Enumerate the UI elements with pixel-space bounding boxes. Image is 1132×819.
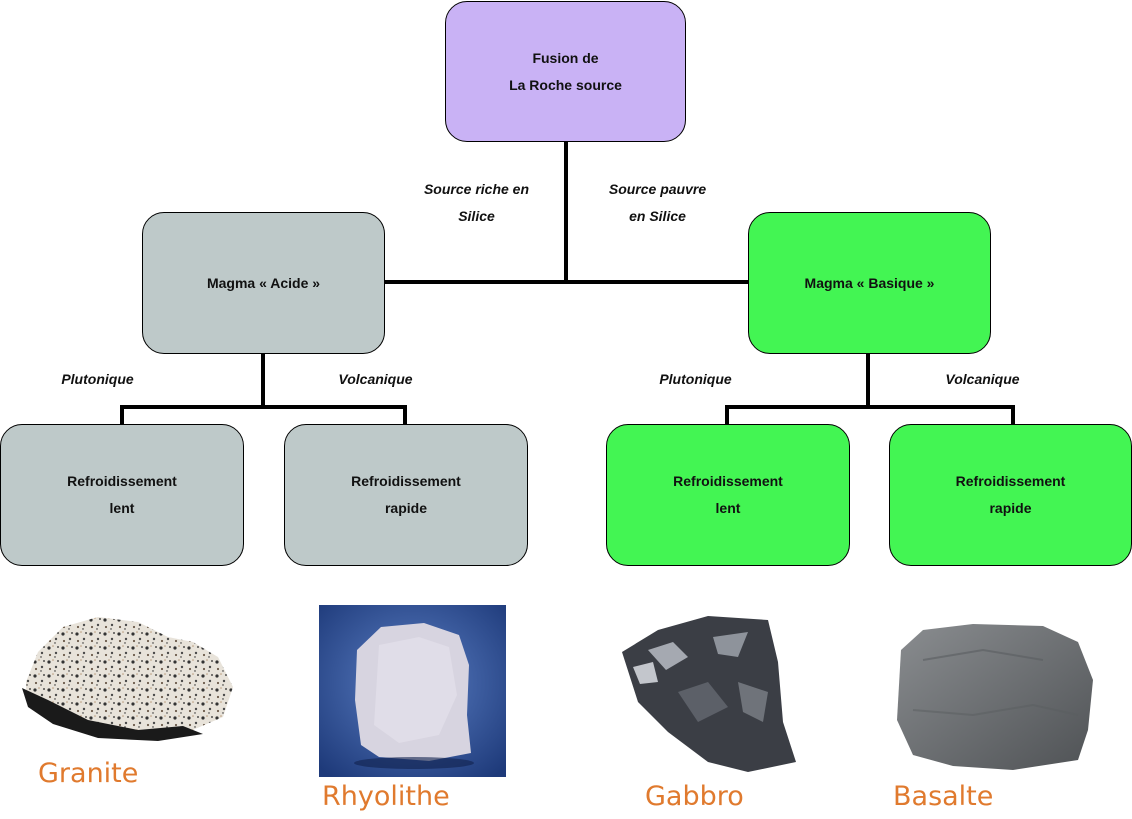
basic-slow-line2: lent [715,500,741,516]
granite-label: Granite [38,758,139,789]
silica-poor-line2: en Silice [629,208,686,224]
connector-basic-left-down [725,405,729,425]
basic-volcanic-label: Volcanique [945,371,1020,387]
connector-basic-horizontal [725,405,1015,409]
connector-acid-horizontal [120,405,407,409]
basic-fast-line2: rapide [989,500,1032,516]
source-rock-melting-node: Fusion de La Roche source [445,1,686,142]
basic-fast-cooling-node: Refroidissement rapide [889,424,1132,566]
basalt-rock-image [897,624,1093,770]
acid-volcanic-label: Volcanique [338,371,413,387]
rhyolite-label: Rhyolithe [322,781,450,812]
basalt-label: Basalte [893,781,994,812]
acid-magma-label: Magma « Acide » [206,274,321,291]
acid-slow-line2: lent [109,500,135,516]
basic-plutonic-label: Plutonique [659,371,732,387]
basic-magma-node: Magma « Basique » [748,212,991,354]
granite-rock-image [22,617,233,741]
gabbro-label: Gabbro [645,781,744,812]
basic-fast-line1: Refroidissement [955,473,1066,489]
silica-rich-line2: Silice [458,208,495,224]
acid-fast-cooling-node: Refroidissement rapide [284,424,528,566]
acid-fast-line1: Refroidissement [351,473,461,489]
source-node-line1: Fusion de [532,49,599,66]
acid-magma-node: Magma « Acide » [142,212,385,354]
connector-root-down [564,140,568,284]
basic-slow-line1: Refroidissement [673,473,783,489]
basic-magma-label: Magma « Basique » [804,274,935,291]
connector-basic-down [866,352,870,409]
acid-plutonic-label: Plutonique [61,371,134,387]
silica-poor-line1: Source pauvre [608,181,707,197]
silica-rich-label: Source riche en Silice [410,176,543,230]
connector-acid-down [261,352,265,409]
connector-main-horizontal [384,280,750,284]
connector-basic-right-down [1011,405,1015,425]
basic-slow-cooling-node: Refroidissement lent [606,424,850,566]
silica-rich-line1: Source riche en [423,181,530,197]
connector-acid-left-down [120,405,124,425]
acid-slow-line1: Refroidissement [67,473,177,489]
acid-slow-cooling-node: Refroidissement lent [0,424,244,566]
silica-poor-label: Source pauvre en Silice [590,176,725,230]
acid-fast-line2: rapide [384,500,427,516]
source-node-line2: La Roche source [509,76,622,93]
connector-acid-right-down [403,405,407,425]
rhyolite-rock-image [319,605,506,777]
gabbro-rock-image [622,616,796,772]
